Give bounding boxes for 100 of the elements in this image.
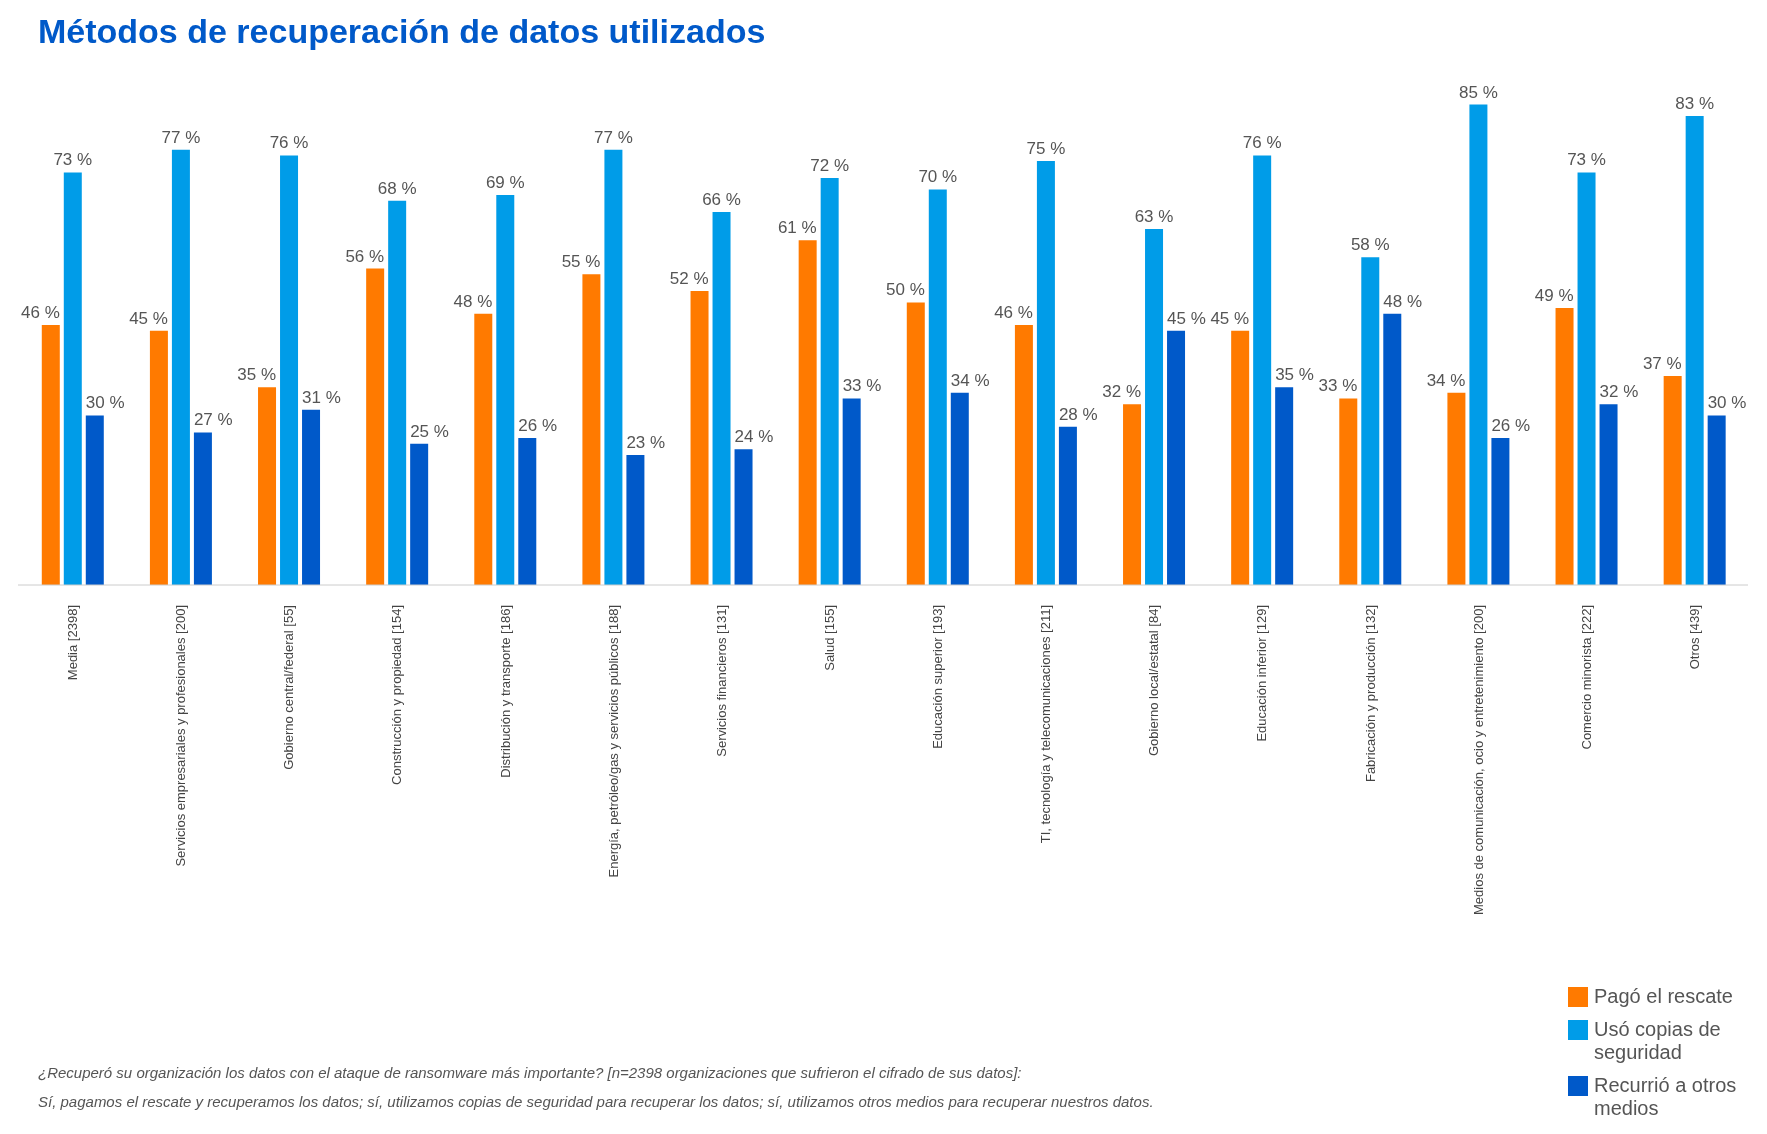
data-label: 76 % — [1242, 133, 1282, 153]
data-label: 69 % — [485, 173, 525, 193]
x-tick-label: Energía, petróleo/gas y servicios públicos [188] — [605, 605, 621, 878]
data-label: 48 % — [1383, 291, 1423, 311]
bar — [906, 302, 925, 585]
data-label: 83 % — [1675, 93, 1715, 113]
data-label: 33 % — [1318, 376, 1358, 396]
bar — [1145, 228, 1164, 585]
data-label: 75 % — [1026, 139, 1066, 159]
data-label: 35 % — [237, 365, 277, 385]
x-tick-label: Gobierno local/estatal [84] — [1146, 605, 1162, 757]
bar — [474, 313, 493, 585]
bar — [1123, 404, 1142, 585]
data-label: 50 % — [886, 280, 925, 300]
x-tick-label: Medios de comunicación, ocio y entretenimiento [200] — [1470, 605, 1486, 916]
bar — [280, 155, 299, 585]
data-label: 32 % — [1102, 382, 1142, 402]
data-label: 30 % — [1707, 393, 1747, 413]
bar — [63, 172, 82, 585]
bar — [171, 149, 190, 585]
bar — [1447, 392, 1466, 585]
bar — [842, 398, 861, 585]
bar — [1275, 387, 1294, 585]
bar — [604, 149, 623, 585]
bar — [950, 392, 969, 585]
bar — [1663, 375, 1682, 585]
data-label: 49 % — [1534, 286, 1574, 306]
bar — [820, 178, 839, 585]
bar — [366, 268, 385, 585]
data-label: 46 % — [994, 303, 1033, 323]
data-label: 46 % — [21, 303, 60, 323]
bar — [1339, 398, 1358, 585]
data-label: 68 % — [377, 178, 417, 198]
x-tick-label: Distribución y transporte [186] — [497, 605, 513, 778]
data-label: 77 % — [594, 127, 633, 147]
bar — [496, 195, 515, 585]
bar — [690, 291, 709, 585]
data-label: 34 % — [1426, 370, 1466, 390]
data-label: 55 % — [561, 252, 601, 272]
x-tick-label: Educación inferior [129] — [1254, 605, 1270, 742]
bar — [388, 200, 407, 585]
bar — [302, 409, 321, 585]
data-label: 37 % — [1642, 353, 1682, 373]
data-label: 85 % — [1459, 82, 1498, 102]
bar — [41, 325, 60, 585]
data-label: 45 % — [1210, 308, 1250, 328]
x-tick-label: Servicios empresariales y profesionales [200] — [173, 605, 189, 867]
data-label: 35 % — [1275, 365, 1314, 385]
data-label: 32 % — [1599, 382, 1639, 402]
data-label: 45 % — [129, 308, 168, 328]
x-tick-label: Comercio minorista [222] — [1578, 605, 1594, 750]
bar — [85, 415, 104, 585]
data-label: 66 % — [702, 189, 741, 209]
data-label: 58 % — [1350, 235, 1390, 255]
data-label: 28 % — [1058, 404, 1098, 424]
data-label: 77 % — [161, 127, 201, 147]
data-label: 27 % — [193, 410, 233, 430]
bar — [1253, 155, 1272, 585]
data-label: 31 % — [302, 387, 341, 407]
x-tick-label: Servicios financieros [131] — [713, 605, 729, 757]
data-label: 73 % — [1567, 150, 1606, 170]
bar — [1555, 308, 1574, 585]
x-tick-label: Media [2398] — [65, 605, 81, 681]
data-label: 23 % — [626, 433, 666, 453]
x-tick-label: Gobierno central/federal [55] — [281, 605, 297, 770]
bar — [712, 211, 731, 585]
data-label: 45 % — [1167, 308, 1206, 328]
data-label: 52 % — [669, 269, 709, 289]
bar — [410, 443, 429, 585]
data-label: 30 % — [85, 393, 125, 413]
x-tick-label: TI, tecnología y telecomunicaciones [211] — [1038, 605, 1054, 844]
text: ¿Recuperó su organización los datos con el ataque de ransomware más importante? [n=2398 organizaciones que sufrieron el cifrado de sus datos]: — [38, 1064, 1023, 1081]
x-tick-label: Educación superior [193] — [930, 605, 946, 749]
data-label: 56 % — [345, 246, 385, 266]
legend-label: Recurrió a otros medios — [1594, 1074, 1738, 1120]
bar — [1058, 426, 1077, 585]
bar — [518, 438, 537, 585]
x-tick-label: Otros [439] — [1686, 605, 1702, 670]
bar — [1014, 325, 1033, 585]
chart-title: Métodos de recuperación de datos utilizados — [37, 11, 767, 52]
bar — [1383, 313, 1402, 585]
legend-label: Usó copias de seguridad — [1594, 1018, 1722, 1064]
bar — [1685, 115, 1704, 585]
data-label: 24 % — [734, 427, 774, 447]
data-label: 33 % — [842, 376, 882, 396]
bar — [626, 455, 645, 585]
bar — [1469, 104, 1488, 585]
data-label: 34 % — [950, 370, 990, 390]
data-label: 70 % — [918, 167, 958, 187]
data-label: 48 % — [453, 291, 493, 311]
bar — [258, 387, 277, 585]
bar — [193, 432, 212, 585]
data-label: 63 % — [1134, 206, 1174, 226]
bar — [1167, 330, 1186, 585]
bar — [1231, 330, 1250, 585]
bar — [734, 449, 753, 585]
data-label: 61 % — [777, 218, 817, 238]
text: Sí, pagamos el rescate y recuperamos los datos; sí, utilizamos copias de seguridad para recuperar los datos; sí, utilizamos otros medios para recuperar nuestros datos. — [38, 1093, 1154, 1110]
data-label: 26 % — [518, 416, 558, 436]
bar — [928, 189, 947, 585]
